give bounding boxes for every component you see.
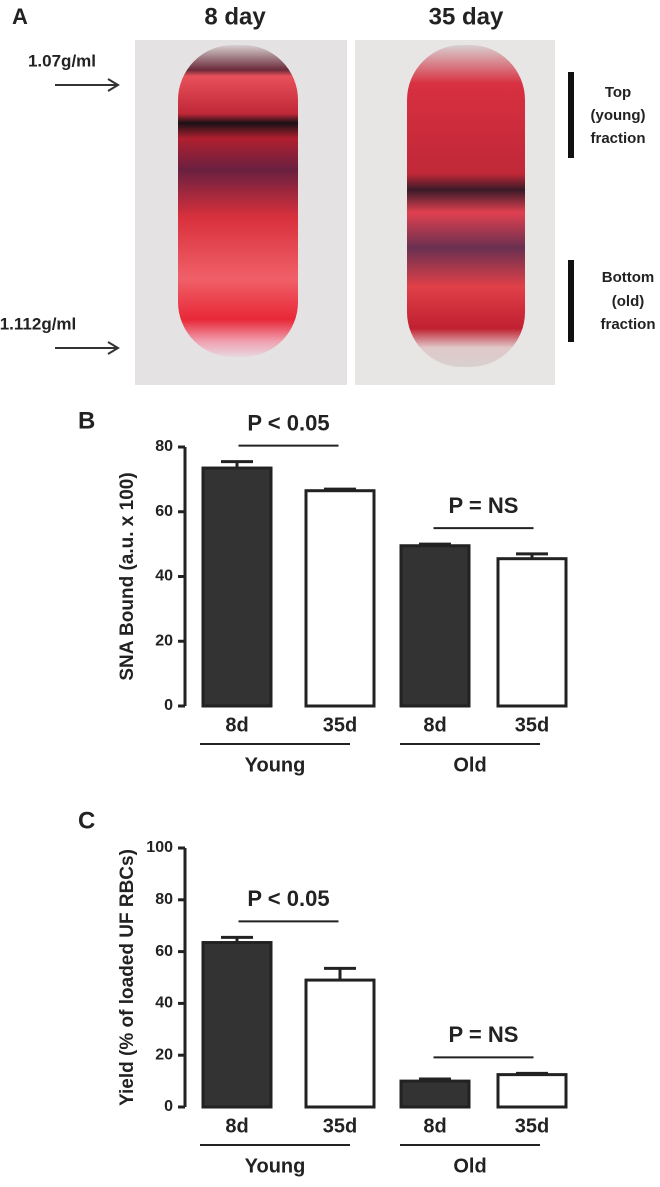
bar — [399, 1079, 471, 1109]
bar — [304, 978, 376, 1109]
group-label: Old — [453, 1155, 486, 1177]
group-label: Young — [245, 1155, 306, 1177]
y-tick-label: 0 — [164, 697, 173, 714]
y-tick-label: 40 — [155, 568, 173, 585]
y-tick-label: 80 — [155, 438, 173, 455]
y-tick-label: 60 — [155, 503, 173, 520]
fraction-label: Bottom — [602, 269, 655, 286]
y-tick-label: 20 — [155, 1046, 173, 1063]
density-label: 1.112g/ml — [0, 314, 76, 333]
bar — [201, 941, 273, 1109]
x-tick-label: 8d — [225, 714, 248, 736]
fraction-label: (old) — [612, 293, 644, 310]
annotation: P = NS — [449, 1022, 519, 1047]
column-label: 8 day — [204, 3, 266, 30]
y-tick-label: 60 — [155, 943, 173, 960]
y-tick-label: 0 — [164, 1098, 173, 1115]
fraction-bar — [568, 72, 574, 158]
arrows — [55, 78, 120, 355]
y-axis-label: SNA Bound (a.u. x 100) — [117, 472, 138, 680]
x-tick-label: 8d — [225, 1115, 248, 1137]
y-tick-label: 80 — [155, 891, 173, 908]
fraction-label: Top — [605, 84, 631, 101]
annotation: P < 0.05 — [247, 886, 329, 911]
annotation: P = NS — [449, 493, 519, 518]
bar — [496, 1073, 568, 1109]
panel-label: B — [78, 407, 95, 434]
tube — [407, 45, 525, 367]
x-tick-label: 8d — [423, 714, 446, 736]
column-label: 35 day — [429, 3, 504, 30]
x-tick-label: 35d — [323, 714, 357, 736]
group-label: Old — [453, 754, 486, 776]
fraction-bar — [568, 260, 574, 342]
y-tick-label: 100 — [146, 839, 173, 856]
density-label: 1.07g/ml — [28, 51, 96, 70]
fraction-label: (young) — [591, 107, 646, 124]
group-label: Young — [245, 754, 306, 776]
y-axis-label: Yield (% of loaded UF RBCs) — [117, 849, 138, 1106]
x-tick-label: 35d — [515, 1115, 549, 1137]
x-tick-label: 8d — [423, 1115, 446, 1137]
panel-label: A — [12, 4, 28, 29]
y-tick-label: 40 — [155, 995, 173, 1012]
bar — [496, 557, 568, 708]
x-tick-label: 35d — [323, 1115, 357, 1137]
panel-label: C — [78, 807, 95, 834]
fraction-label: fraction — [590, 130, 645, 147]
fraction-label: fraction — [600, 316, 655, 333]
annotation: P < 0.05 — [247, 410, 329, 435]
bar — [399, 544, 471, 708]
bar — [201, 466, 273, 708]
tube — [178, 45, 298, 357]
x-tick-label: 35d — [515, 714, 549, 736]
bar — [304, 489, 376, 708]
y-tick-label: 20 — [155, 632, 173, 649]
